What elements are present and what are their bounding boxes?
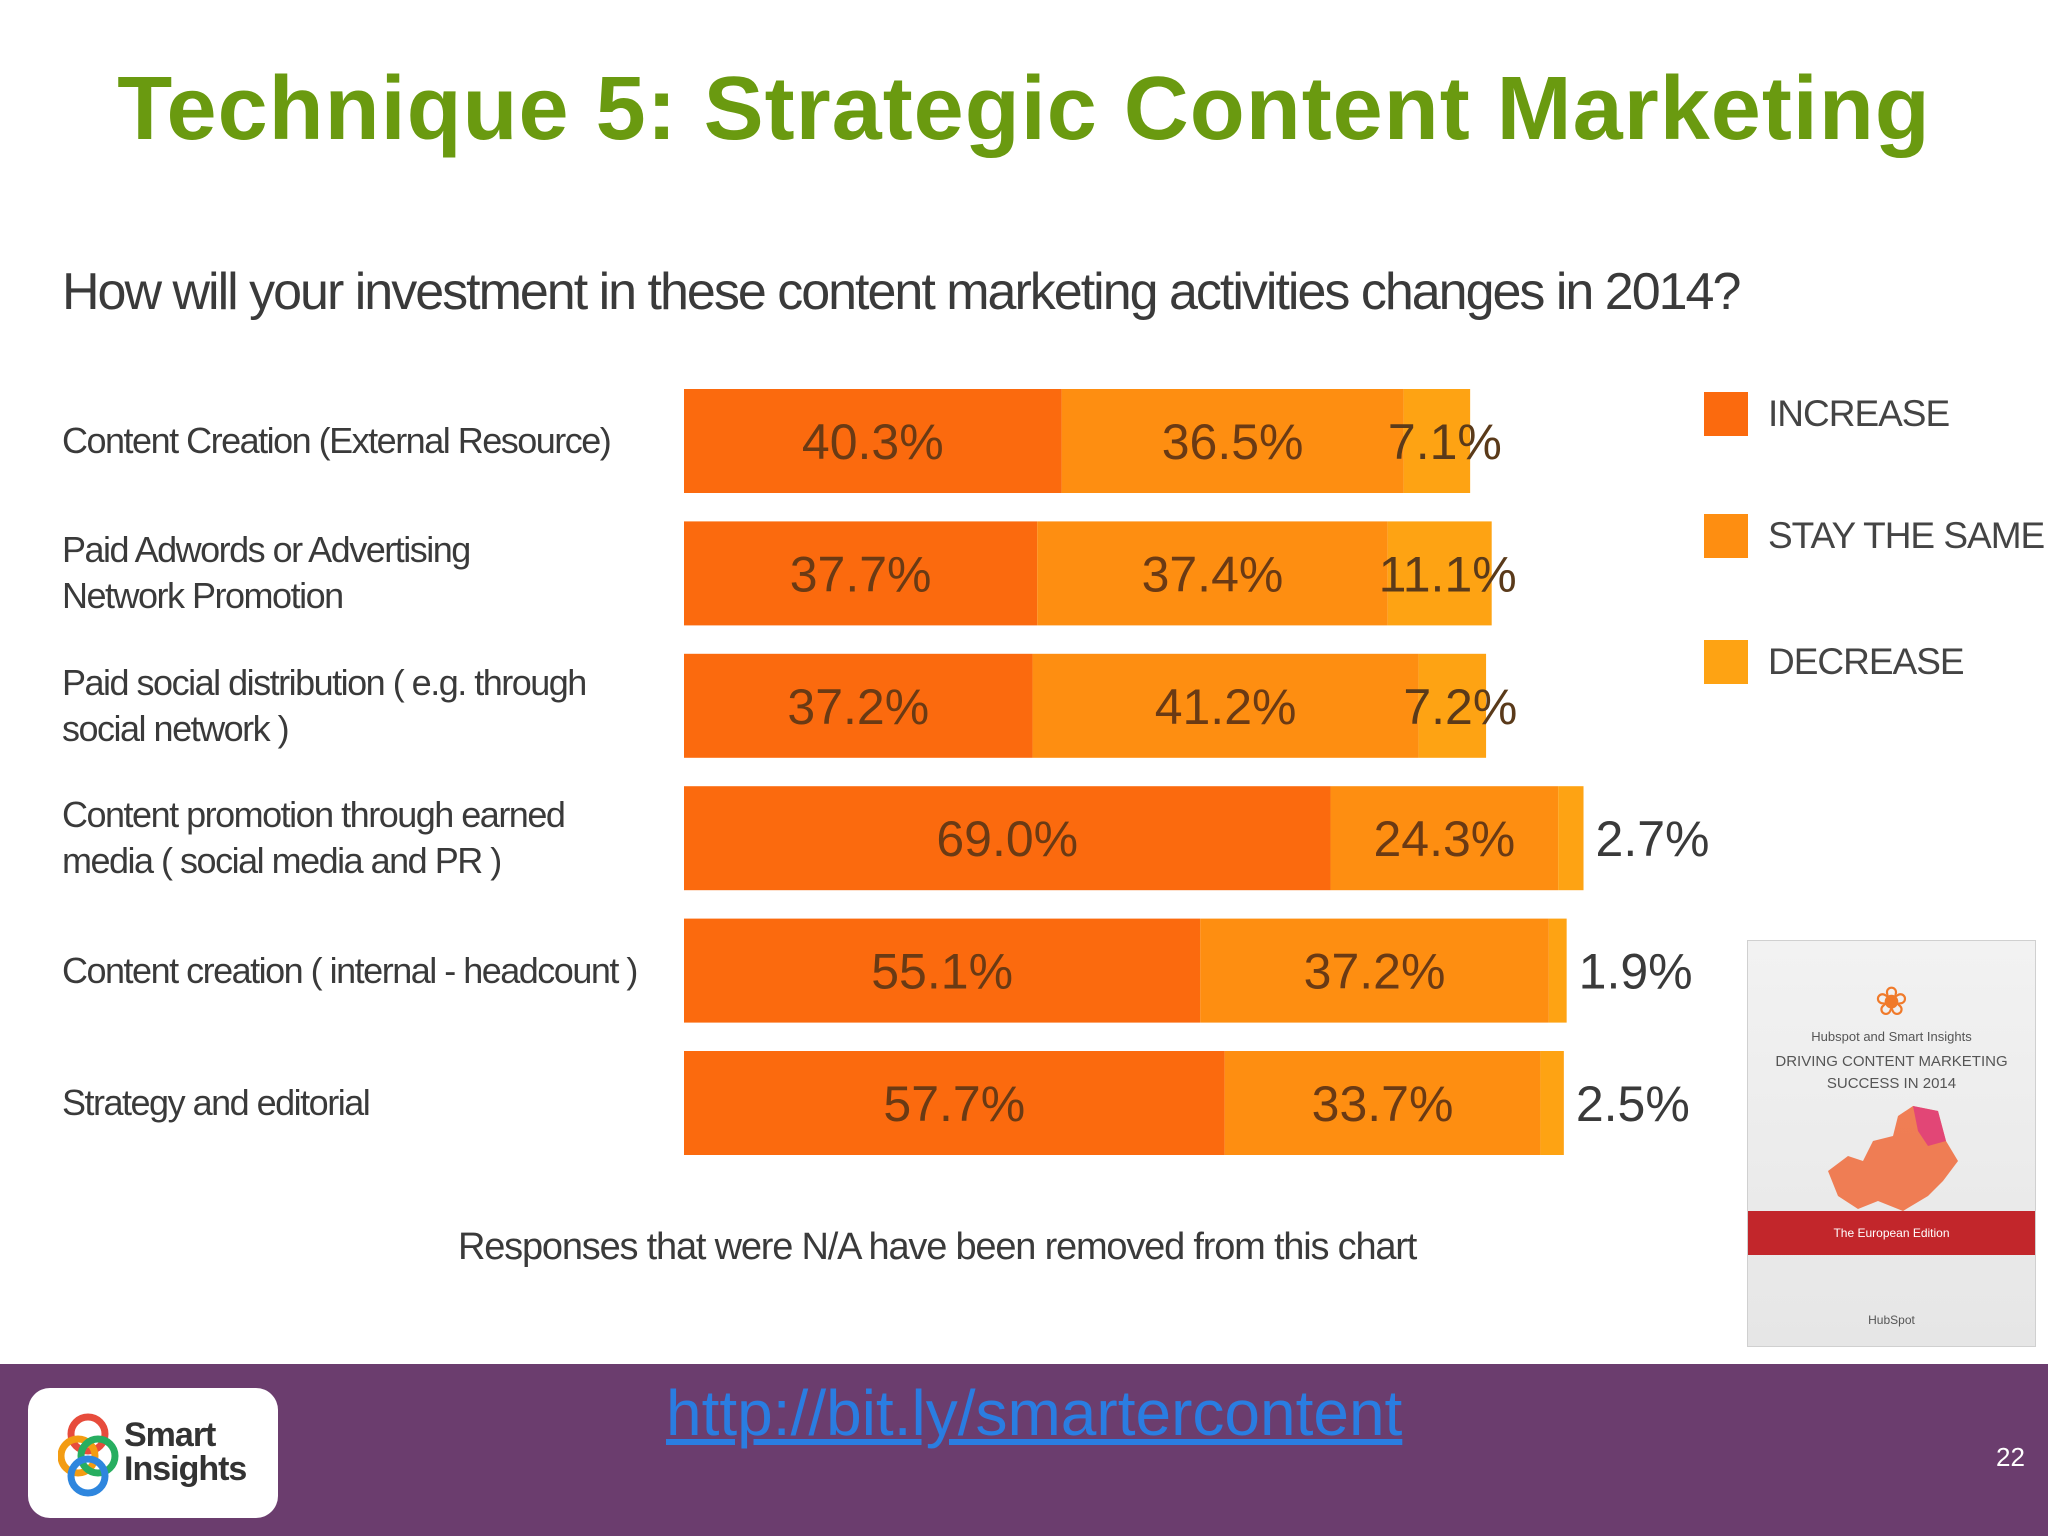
page-number: 22 [1996, 1442, 2025, 1472]
category-label-line: Content promotion through earned [62, 794, 566, 836]
bar-segment-decrease [1540, 1051, 1564, 1155]
data-label: 37.7% [790, 546, 932, 602]
category-label: Content Creation (External Resource) [62, 418, 642, 464]
report-cover-title: DRIVING CONTENT MARKETING SUCCESS IN 201… [1758, 1051, 2025, 1095]
category-label-line: Paid social distribution ( e.g. through [62, 661, 587, 703]
category-label-line: Content Creation (External Resource) [62, 420, 612, 461]
category-label: Content creation ( internal - headcount … [62, 948, 642, 994]
hubspot-sprocket-icon: ❀ [1874, 980, 1909, 1024]
bar-segment-decrease [1558, 786, 1584, 891]
bar-segment-increase [684, 521, 1038, 626]
data-label: 40.3% [802, 414, 944, 470]
category-label-line: Paid Adwords or Advertising [62, 529, 471, 571]
bar-segment-decrease [1403, 389, 1471, 493]
bar-segment-stay-the-same [1061, 389, 1404, 493]
bar-segment-stay-the-same [1200, 918, 1549, 1023]
report-cover-image: ❀ Hubspot and Smart Insights DRIVING CON… [1747, 940, 2036, 1347]
bar-segment-increase [684, 918, 1201, 1023]
chart-note: Responses that were N/A have been remove… [458, 1226, 1417, 1268]
chart-title: How will your investment in these conten… [62, 263, 1741, 321]
report-cover-footer: HubSpot [1868, 1313, 1915, 1327]
report-cover-subtitle: Hubspot and Smart Insights [1811, 1029, 1972, 1044]
smart-insights-logo-text: Smart Insights [124, 1416, 247, 1488]
category-label: Strategy and editorial [62, 1080, 642, 1126]
smart-insights-logo: Smart Insights [28, 1388, 278, 1518]
legend-swatch-decrease [1704, 640, 1748, 684]
legend-swatch-stay-the-same [1704, 514, 1748, 558]
category-label-line: media ( social media and PR ) [62, 840, 502, 882]
data-label: 36.5% [1162, 414, 1304, 470]
logo-text-line-2: Insights [124, 1450, 247, 1488]
category-label-line: Content creation ( internal - headcount … [62, 949, 638, 991]
report-cover-title-line-1: DRIVING CONTENT MARKETING [1775, 1053, 2008, 1070]
data-label: 2.7% [1596, 811, 1710, 867]
bar-segment-decrease [1548, 918, 1567, 1023]
data-label: 11.1% [1379, 546, 1517, 602]
data-label: 24.3% [1373, 811, 1515, 867]
bar-segment-stay-the-same [1032, 653, 1419, 758]
footer-bar [0, 1364, 2048, 1536]
bar-segment-decrease [1387, 521, 1492, 626]
category-label: Paid Adwords or Advertising Network Promo… [62, 527, 642, 619]
europe-map-icon [1828, 1106, 1958, 1211]
legend-label-stay-the-same: STAY THE SAME [1768, 515, 2045, 556]
data-label: 37.2% [1304, 944, 1446, 1000]
legend-label-increase: INCREASE [1768, 393, 1950, 434]
slide-title: Technique 5: Strategic Content Marketing [117, 59, 1931, 159]
data-label: 37.2% [787, 679, 929, 735]
bar-segment-stay-the-same [1330, 786, 1559, 891]
bar-segment-increase [684, 786, 1331, 891]
data-label: 41.2% [1155, 679, 1297, 735]
smartercontent-link[interactable]: http://bit.ly/smartercontent [666, 1377, 1403, 1449]
bar-segment-decrease [1418, 653, 1487, 758]
data-label: 7.1% [1388, 414, 1502, 470]
category-label: Paid social distribution ( e.g. through s… [62, 660, 642, 752]
logo-text-line-1: Smart [124, 1416, 216, 1454]
bar-segment-increase [684, 1051, 1225, 1155]
category-label-line: Network Promotion [62, 575, 344, 617]
legend-swatch-increase [1704, 392, 1748, 436]
data-label: 2.5% [1576, 1076, 1690, 1132]
smart-insights-logo-icon [58, 1413, 119, 1497]
bar-segment-increase [684, 653, 1033, 758]
data-label: 55.1% [871, 944, 1013, 1000]
bar-segment-stay-the-same [1037, 521, 1388, 626]
data-label: 69.0% [936, 811, 1078, 867]
data-label: 7.2% [1403, 679, 1517, 735]
category-label-line: social network ) [62, 707, 290, 749]
data-label: 1.9% [1579, 944, 1693, 1000]
category-label: Content promotion through earned media ( … [62, 792, 642, 884]
category-label-line: Strategy and editorial [62, 1082, 371, 1123]
bar-segment-stay-the-same [1224, 1051, 1541, 1155]
bar-segment-increase [684, 389, 1062, 493]
report-cover-title-line-2: SUCCESS IN 2014 [1826, 1075, 1957, 1092]
data-label: 37.4% [1142, 546, 1284, 602]
report-cover-ribbon: The European Edition [1748, 1211, 2035, 1255]
data-label: 33.7% [1312, 1076, 1454, 1132]
legend-label-decrease: DECREASE [1768, 641, 1965, 682]
data-label: 57.7% [883, 1076, 1025, 1132]
